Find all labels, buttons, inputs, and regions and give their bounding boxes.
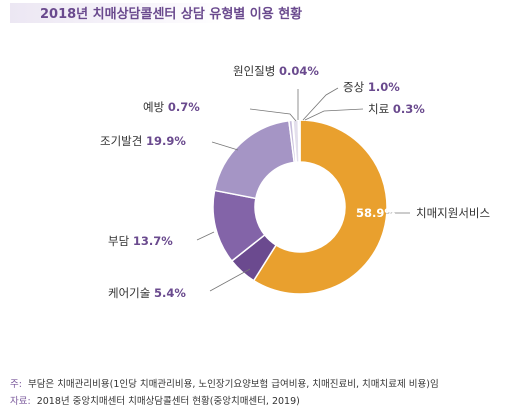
- value-label: 0.04%: [279, 64, 319, 78]
- slice-label-2: 케어기술 5.4%: [108, 286, 186, 300]
- leader-line: [196, 231, 215, 241]
- source-tag: 자료:: [10, 396, 31, 407]
- category-label: 증상: [343, 80, 368, 94]
- leader-line: [209, 268, 251, 292]
- footnote: 주: 부담은 치매관리비용(1인당 치매관리비용, 노인장기요양보험 급여비용, …: [10, 376, 515, 390]
- category-label: 부담: [108, 234, 133, 248]
- title-highlight: [10, 3, 225, 23]
- category-label: 치료: [368, 102, 393, 116]
- slice-label-3: 부담 13.7%: [108, 234, 173, 248]
- leader-line: [211, 141, 239, 151]
- leader-line: [302, 87, 339, 121]
- value-label: 1.0%: [368, 80, 400, 94]
- leader-line: [304, 108, 364, 121]
- category-label: 원인질병: [233, 64, 279, 78]
- source-text: 2018년 중앙치매센터 치매상담콜센터 현황(중앙치매센터, 2019): [36, 396, 300, 407]
- slice-label-1: 치매지원서비스: [416, 206, 490, 220]
- slice-1: [252, 119, 388, 295]
- slice-8: [297, 119, 301, 163]
- slice-label-7: 증상 1.0%: [343, 80, 400, 94]
- footnote-tag: 주:: [10, 379, 22, 390]
- slice-label-1: 58.9%: [356, 206, 396, 220]
- value-label: 0.3%: [393, 102, 425, 116]
- chart-title: 2018년 치매상담콜센터 상담 유형별 이용 현황: [40, 6, 302, 22]
- slice-label-6: 원인질병 0.04%: [233, 64, 319, 78]
- slice-label-5: 예방 0.7%: [143, 100, 200, 114]
- category-label: 조기발견: [100, 134, 146, 148]
- category-label: 케어기술: [108, 286, 154, 300]
- source-note: 자료: 2018년 중앙치매센터 치매상담콜센터 현황(중앙치매센터, 2019): [10, 393, 515, 407]
- category-label: 예방: [143, 100, 168, 114]
- slice-label-8: 치료 0.3%: [368, 102, 425, 116]
- value-label: 0.7%: [168, 100, 200, 114]
- slice-4: [213, 119, 296, 200]
- leader-line: [249, 108, 297, 122]
- slice-label-4: 조기발견 19.9%: [100, 134, 186, 148]
- category-label: 치매지원서비스: [416, 206, 490, 220]
- value-label: 19.9%: [146, 134, 186, 148]
- value-label: 58.9%: [356, 206, 396, 220]
- value-label: 5.4%: [154, 286, 186, 300]
- footnote-text: 부담은 치매관리비용(1인당 치매관리비용, 노인장기요양보험 급여비용, 치매…: [27, 379, 439, 390]
- value-label: 13.7%: [133, 234, 173, 248]
